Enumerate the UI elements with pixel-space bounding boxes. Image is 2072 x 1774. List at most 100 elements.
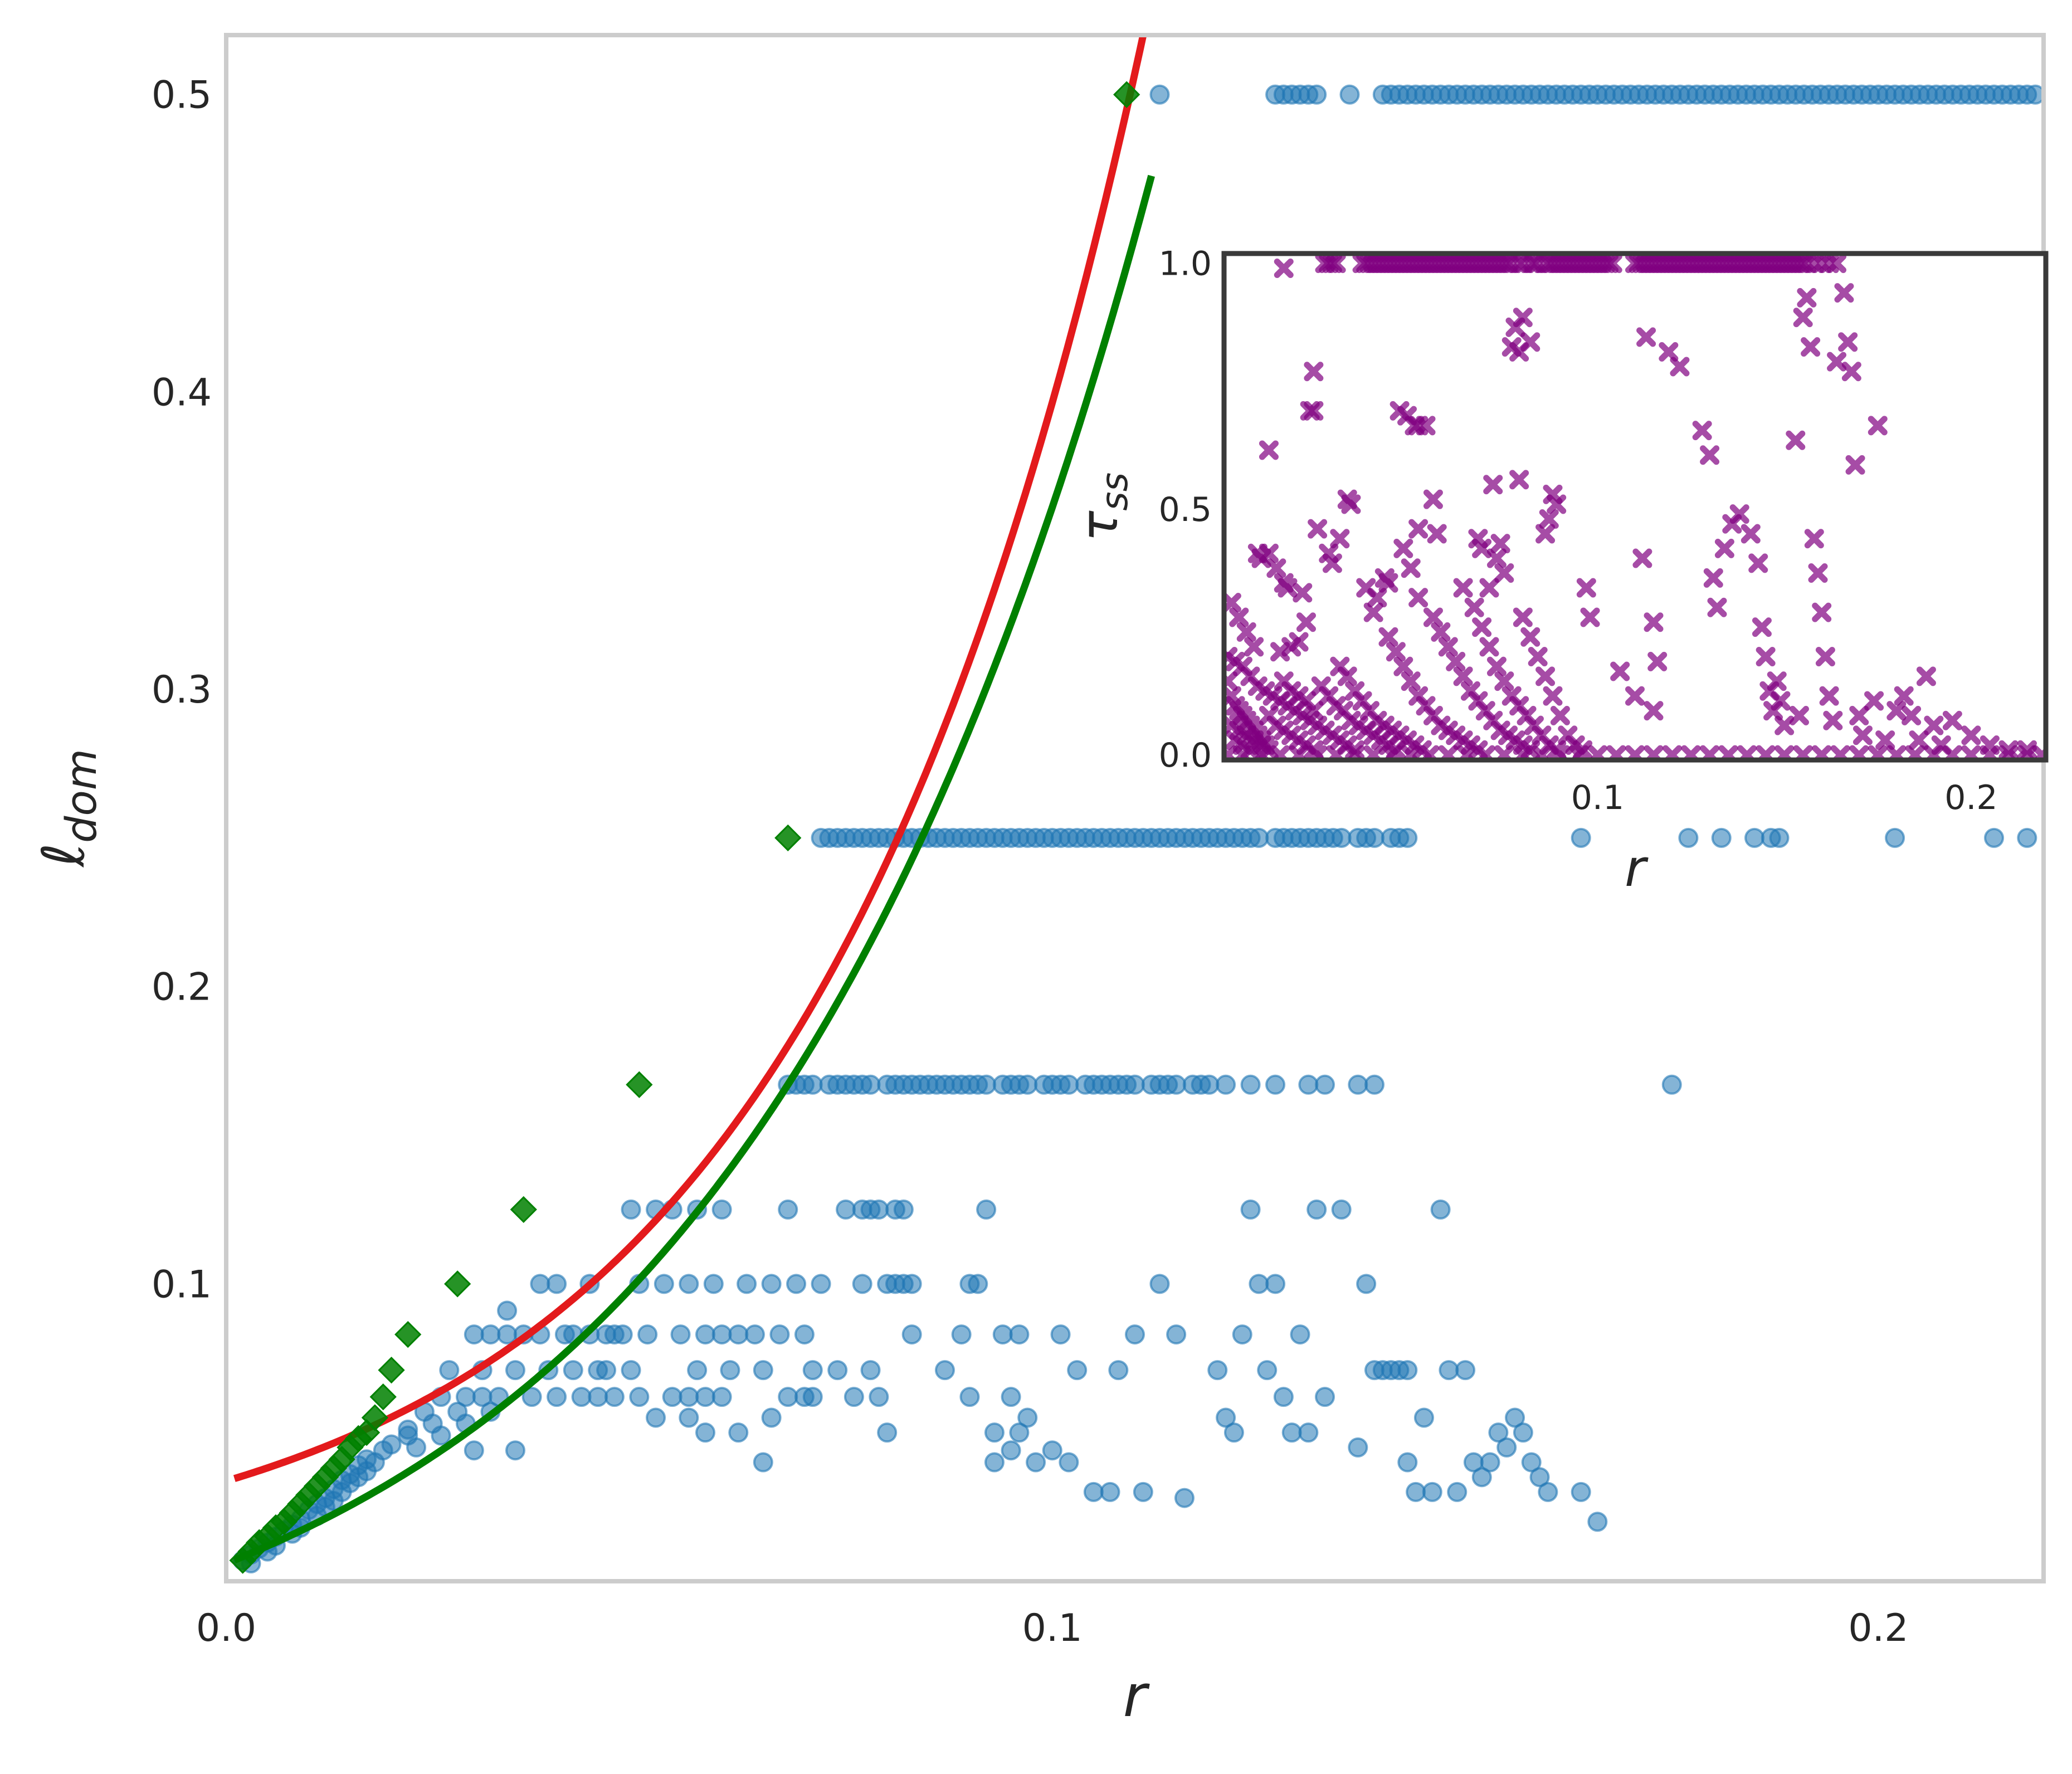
inset-x-marker (1790, 705, 1809, 725)
scatter-point (1232, 1324, 1252, 1345)
green-diamond-marker (394, 1320, 422, 1348)
inset-x-marker (1224, 671, 1238, 691)
inset-x-marker (1894, 686, 1914, 706)
scatter-point (1356, 1274, 1377, 1294)
scatter-point (811, 1274, 831, 1294)
scatter-point (505, 1440, 525, 1461)
green-fit-line (233, 174, 1155, 1564)
inset-x-marker (1827, 254, 1847, 274)
scatter-point (1521, 1452, 1542, 1473)
inset-x-marker (1304, 401, 1324, 421)
inset-x-marker (1296, 612, 1316, 632)
inset-x-marker (1486, 548, 1507, 568)
scatter-point (1571, 827, 1591, 848)
inset-x-marker (1632, 548, 1652, 568)
inset-x-marker (1464, 597, 1484, 617)
scatter-point (1257, 1360, 1278, 1381)
inset-x-marker (1647, 651, 1668, 671)
scatter-point (687, 1360, 708, 1381)
scatter-point (1505, 1407, 1525, 1428)
inset-x-marker (1386, 642, 1406, 662)
scatter-point (1067, 1360, 1088, 1381)
inset-x-marker (1494, 671, 1514, 691)
inset-x-marker (1550, 705, 1570, 725)
inset-x-marker (1401, 671, 1421, 691)
inset-x-marker (1509, 470, 1529, 490)
scatter-point (1298, 1422, 1319, 1443)
scatter-point (1339, 84, 1360, 105)
scatter-point (670, 1324, 691, 1345)
scatter-point (621, 1199, 641, 1220)
scatter-point (1678, 827, 1699, 848)
inset-x-marker (1580, 607, 1600, 627)
scatter-point (852, 1274, 872, 1294)
scatter-point (1439, 1360, 1459, 1381)
inset-x-marker (1416, 416, 1436, 436)
scatter-point (893, 1199, 914, 1220)
scatter-point (1216, 1407, 1236, 1428)
scatter-point (1348, 1437, 1368, 1458)
inset-x-marker (1801, 337, 1821, 357)
inset-x-marker (1804, 529, 1824, 549)
inset-x-marker (1509, 342, 1529, 362)
scatter-point (464, 1324, 484, 1345)
inset-x-marker (1543, 686, 1563, 706)
x-tick-label: 0.1 (1022, 1606, 1083, 1650)
scatter-point (778, 1199, 798, 1220)
scatter-point (1769, 827, 1790, 848)
scatter-point (1587, 1512, 1608, 1532)
scatter-point (406, 1437, 427, 1458)
inset-x-marker (1756, 647, 1776, 667)
scatter-point (1166, 1074, 1187, 1095)
scatter-point (976, 1074, 997, 1095)
scatter-point (497, 1300, 518, 1321)
scatter-point (1083, 1481, 1104, 1502)
inset-x-marker (1494, 563, 1514, 583)
scatter-point (530, 1274, 550, 1294)
inset-x-marker (1812, 602, 1832, 622)
inset-x-marker (1408, 519, 1429, 539)
inset-x-marker (1378, 627, 1398, 647)
inset-x-marker (1729, 504, 1749, 524)
inset-x-marker (1322, 553, 1342, 573)
scatter-point (695, 1387, 715, 1407)
scatter-point (2017, 827, 2037, 848)
green-diamond-marker (1113, 81, 1140, 108)
scatter-point (588, 1387, 608, 1407)
inset-x-marker (1472, 538, 1492, 558)
scatter-point (753, 1360, 773, 1381)
inset-x-marker (1610, 661, 1630, 681)
inset-x-marker (1849, 705, 1869, 725)
scatter-point (1149, 84, 1170, 105)
green-diamond-marker (361, 1404, 389, 1431)
inset-x-marker (1486, 656, 1507, 676)
scatter-point (1885, 827, 1905, 848)
scatter-point (604, 1387, 625, 1407)
inset-x-marker (1274, 258, 1294, 278)
main-fit-curves (229, 35, 1155, 1574)
inset-x-marker (1793, 308, 1813, 328)
scatter-point (1059, 1452, 1079, 1473)
inset-x-marker (1479, 578, 1499, 598)
scatter-point (646, 1407, 666, 1428)
scatter-point (1447, 1481, 1468, 1502)
inset-x-marker (1576, 578, 1596, 598)
scatter-point (860, 1074, 881, 1095)
inset-x-marker (1304, 362, 1324, 382)
scatter-point (1240, 1074, 1261, 1095)
scatter-point (1496, 1437, 1517, 1458)
scatter-point (431, 1425, 451, 1446)
scatter-point (1026, 1452, 1046, 1473)
inset-plot-area (1224, 254, 2046, 760)
inset-x-marker (1547, 494, 1567, 514)
inset-x-marker (1961, 725, 1981, 745)
scatter-point (711, 1199, 732, 1220)
scatter-point (1397, 827, 1418, 848)
scatter-point (1273, 1387, 1294, 1407)
scatter-point (1059, 1074, 1079, 1095)
scatter-point (1480, 1452, 1500, 1473)
main-scatter-series (232, 84, 2044, 1573)
inset-x-marker (1259, 440, 1279, 460)
scatter-point (1240, 1199, 1261, 1220)
inset-x-marker (1636, 327, 1656, 347)
